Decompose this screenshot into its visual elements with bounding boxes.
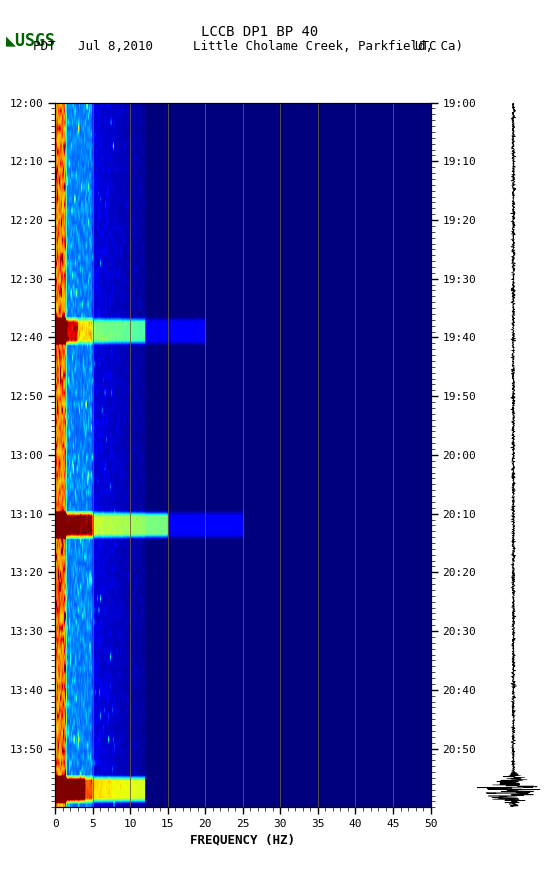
X-axis label: FREQUENCY (HZ): FREQUENCY (HZ) — [190, 833, 295, 847]
Text: LCCB DP1 BP 40: LCCB DP1 BP 40 — [201, 25, 318, 39]
Text: PDT   Jul 8,2010: PDT Jul 8,2010 — [33, 40, 153, 54]
Text: Little Cholame Creek, Parkfield, Ca): Little Cholame Creek, Parkfield, Ca) — [193, 40, 463, 54]
Text: UTC: UTC — [414, 40, 437, 54]
Text: ◣USGS: ◣USGS — [6, 31, 56, 49]
